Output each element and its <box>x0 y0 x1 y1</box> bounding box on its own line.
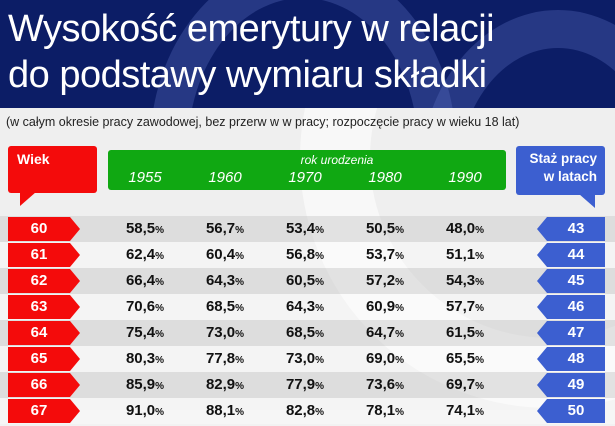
value-cell: 48,0% <box>445 220 485 237</box>
value-cell: 70,6% <box>125 298 165 315</box>
value-cell: 73,6% <box>365 376 405 393</box>
value-cell: 80,3% <box>125 350 165 367</box>
table-row: 64 75,4% 73,0% 68,5% 64,7% 61,5% 47 <box>0 320 615 346</box>
value-cell: 78,1% <box>365 402 405 419</box>
value-cell: 60,4% <box>205 246 245 263</box>
table-row: 60 58,5% 56,7% 53,4% 50,5% 48,0% 43 <box>0 216 615 242</box>
tenure-line-1: Staż pracy <box>529 151 597 166</box>
value-cell: 66,4% <box>125 272 165 289</box>
tenure-line-2: w latach <box>543 169 597 184</box>
value-cell: 75,4% <box>125 324 165 341</box>
tenure-cell: 46 <box>537 295 605 319</box>
subtitle: (w całym okresie pracy zawodowej, bez pr… <box>6 115 520 129</box>
speech-tail <box>579 194 595 208</box>
age-cell: 62 <box>8 269 80 293</box>
value-cell: 53,7% <box>365 246 405 263</box>
tenure-cell: 48 <box>537 347 605 371</box>
value-cell: 88,1% <box>205 402 245 419</box>
tenure-cell: 47 <box>537 321 605 345</box>
value-cell: 56,7% <box>205 220 245 237</box>
age-cell: 65 <box>8 347 80 371</box>
table-row: 61 62,4% 60,4% 56,8% 53,7% 51,1% 44 <box>0 242 615 268</box>
value-cell: 74,1% <box>445 402 485 419</box>
tenure-cell: 44 <box>537 243 605 267</box>
value-cell: 68,5% <box>205 298 245 315</box>
age-header-label: Wiek <box>17 151 50 167</box>
value-cell: 65,5% <box>445 350 485 367</box>
value-cell: 73,0% <box>285 350 325 367</box>
value-cell: 56,8% <box>285 246 325 263</box>
title-line-1: Wysokość emerytury w relacji <box>8 8 495 50</box>
value-cell: 82,8% <box>285 402 325 419</box>
age-cell: 66 <box>8 373 80 397</box>
tenure-header: Staż pracy w latach <box>516 146 605 208</box>
value-cell: 82,9% <box>205 376 245 393</box>
age-cell: 64 <box>8 321 80 345</box>
value-cell: 60,9% <box>365 298 405 315</box>
table-row: 66 85,9% 82,9% 77,9% 73,6% 69,7% 49 <box>0 372 615 398</box>
tenure-header-label: Staż pracy w latach <box>529 150 597 186</box>
year-1960: 1960 <box>208 169 242 186</box>
tenure-cell: 49 <box>537 373 605 397</box>
value-cell: 73,0% <box>205 324 245 341</box>
value-cell: 53,4% <box>285 220 325 237</box>
age-cell: 67 <box>8 399 80 423</box>
year-1990: 1990 <box>448 169 482 186</box>
birth-year-caption: rok urodzenia <box>300 153 374 167</box>
value-cell: 68,5% <box>285 324 325 341</box>
table-row: 63 70,6% 68,5% 64,3% 60,9% 57,7% 46 <box>0 294 615 320</box>
value-cell: 54,3% <box>445 272 485 289</box>
year-1970: 1970 <box>288 169 322 186</box>
value-cell: 57,7% <box>445 298 485 315</box>
tenure-cell: 43 <box>537 217 605 241</box>
tenure-cell: 50 <box>537 399 605 423</box>
page-title: Wysokość emerytury w relacji do podstawy… <box>8 6 495 98</box>
age-cell: 60 <box>8 217 80 241</box>
value-cell: 91,0% <box>125 402 165 419</box>
value-cell: 64,3% <box>285 298 325 315</box>
value-cell: 77,9% <box>285 376 325 393</box>
value-cell: 62,4% <box>125 246 165 263</box>
value-cell: 77,8% <box>205 350 245 367</box>
value-cell: 57,2% <box>365 272 405 289</box>
value-cell: 64,7% <box>365 324 405 341</box>
age-cell: 61 <box>8 243 80 267</box>
value-cell: 64,3% <box>205 272 245 289</box>
data-table: 60 58,5% 56,7% 53,4% 50,5% 48,0% 43 61 6… <box>0 216 615 424</box>
table-row: 62 66,4% 64,3% 60,5% 57,2% 54,3% 45 <box>0 268 615 294</box>
value-cell: 50,5% <box>365 220 405 237</box>
value-cell: 60,5% <box>285 272 325 289</box>
birth-year-header: rok urodzenia 1955 1960 1970 1980 1990 <box>108 150 506 190</box>
value-cell: 69,0% <box>365 350 405 367</box>
title-banner: Wysokość emerytury w relacji do podstawy… <box>0 0 615 108</box>
year-1980: 1980 <box>368 169 402 186</box>
table-row: 67 91,0% 88,1% 82,8% 78,1% 74,1% 50 <box>0 398 615 424</box>
age-header: Wiek <box>8 146 97 206</box>
tenure-cell: 45 <box>537 269 605 293</box>
title-line-2: do podstawy wymiaru składki <box>8 54 487 96</box>
age-cell: 63 <box>8 295 80 319</box>
value-cell: 85,9% <box>125 376 165 393</box>
value-cell: 61,5% <box>445 324 485 341</box>
value-cell: 69,7% <box>445 376 485 393</box>
year-1955: 1955 <box>128 169 162 186</box>
value-cell: 51,1% <box>445 246 485 263</box>
table-row: 65 80,3% 77,8% 73,0% 69,0% 65,5% 48 <box>0 346 615 372</box>
speech-tail <box>20 192 36 206</box>
value-cell: 58,5% <box>125 220 165 237</box>
